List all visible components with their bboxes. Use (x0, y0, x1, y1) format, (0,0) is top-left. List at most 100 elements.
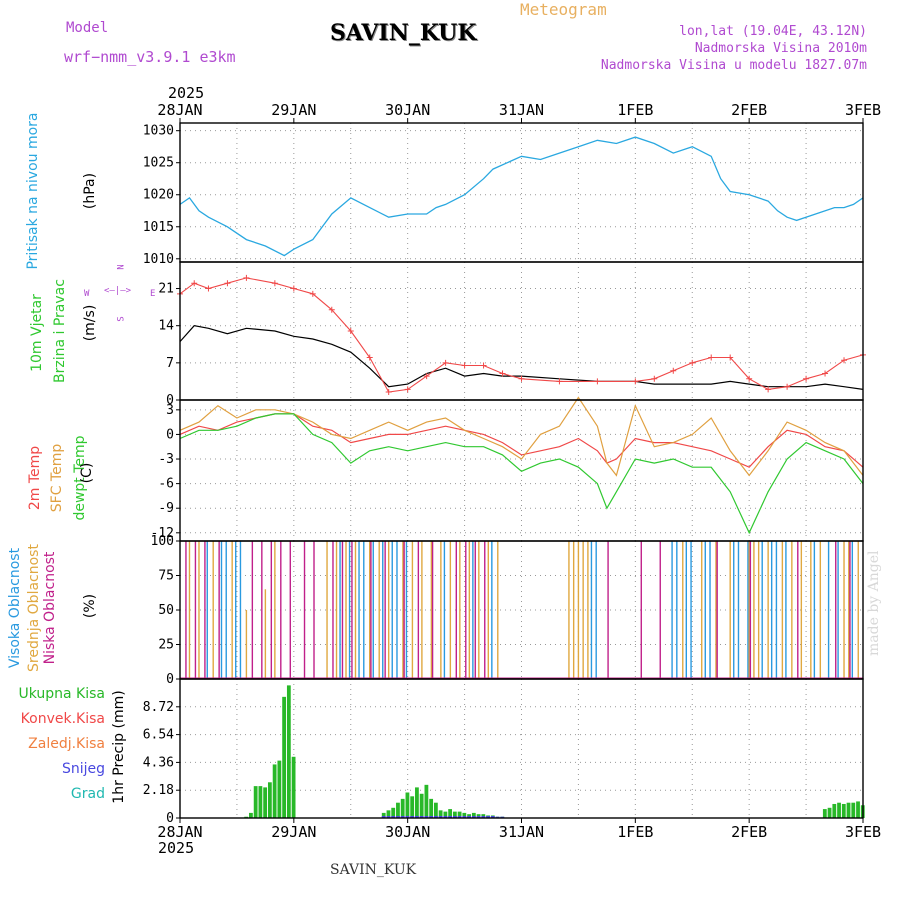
wind-gust-marker (746, 375, 753, 382)
wind-gust-marker (423, 373, 430, 380)
precip-bar (443, 811, 448, 818)
pressure-line (179, 136, 864, 257)
precip-conv-legend: Konvek.Kisa (20, 711, 105, 727)
wind-gust-marker (243, 274, 250, 281)
y-tick-label: 3 (166, 403, 174, 418)
precip-snow-bar (424, 816, 429, 818)
wind-gust-marker (404, 386, 411, 393)
time-label-top: 2FEB (731, 101, 767, 119)
wind-gust-marker (841, 357, 848, 364)
wind-gust-marker (328, 306, 335, 313)
precip-total-legend: Ukupna Kisa (18, 686, 105, 702)
precip-snow-bar (476, 816, 481, 818)
precip-frozen-legend: Zaledj.Kisa (28, 736, 105, 752)
y-tick-label: 6.54 (143, 728, 174, 743)
precip-snow-legend: Snijeg (61, 761, 105, 777)
wind-gust-marker (632, 378, 639, 385)
y-tick-label: 0 (166, 427, 174, 442)
precip-bar (405, 792, 410, 818)
y-tick-label: 21 (158, 282, 174, 297)
model-label: Model (66, 20, 109, 36)
precip-bar (291, 756, 296, 818)
temp-line-0 (179, 413, 864, 468)
y-tick-label: -9 (158, 501, 174, 516)
page-title: SAVIN_KUK (330, 20, 477, 46)
precip-bar (386, 810, 391, 818)
time-label-top: 31JAN (499, 101, 544, 119)
wind-gust-marker (689, 359, 696, 366)
precip-bar (438, 810, 443, 818)
wind-gust-marker (191, 280, 198, 287)
precip-snow-bar (400, 816, 405, 818)
wind-gust-line (179, 277, 864, 393)
wind-gust-marker (822, 370, 829, 377)
precip-bar (822, 809, 827, 818)
precip-bar (277, 760, 282, 818)
precip-snow-bar (405, 816, 410, 818)
precip-snow-bar (396, 816, 400, 818)
time-label-top: 28JAN (157, 101, 202, 119)
time-label-top: 30JAN (385, 101, 430, 119)
y-tick-label: 1010 (143, 252, 174, 267)
precip-bar (396, 802, 400, 818)
wind-gust-marker (727, 354, 734, 361)
wind-gust-marker (442, 359, 449, 366)
y-tick-label: -12 (151, 526, 174, 541)
time-label-bottom: 2FEB (731, 823, 767, 841)
precip-bar (263, 787, 268, 818)
time-label-bottom: 3FEB (845, 823, 881, 841)
precip-snow-bar (481, 816, 486, 818)
compass-west: W (84, 289, 90, 299)
temp-line-2 (179, 413, 864, 535)
precip-snow-bar (391, 816, 396, 818)
wind-gust-marker (803, 375, 810, 382)
precip-snow-bar (448, 816, 453, 818)
footer-station-name: SAVIN_KUK (330, 862, 417, 878)
precip-bar (286, 685, 291, 818)
time-label-top: 3FEB (845, 101, 881, 119)
precip-bar (851, 802, 856, 818)
precip-snow-bar (457, 816, 462, 818)
data-layer (177, 136, 866, 818)
time-label-bottom: 28JAN (157, 823, 202, 841)
grid-layer (180, 123, 863, 819)
wind-gust-marker (480, 362, 487, 369)
wind-gust-marker (461, 362, 468, 369)
y-tick-label: 25 (158, 638, 174, 653)
y-tick-label: -3 (158, 452, 174, 467)
precip-snow-bar (462, 816, 467, 818)
precip-bar (846, 802, 851, 818)
precip-snow-bar (443, 816, 448, 818)
precip-bar (381, 812, 386, 818)
y-tick-label: 4.36 (143, 755, 174, 770)
wind-gust-marker (385, 389, 392, 396)
precip-snow-bar (429, 816, 434, 818)
wind-gust-marker (670, 367, 677, 374)
model-value: wrf−nmm_v3.9.1 e3km (64, 48, 236, 66)
precip-bar (832, 803, 837, 818)
wind-gust-marker (518, 375, 525, 382)
precip-snow-bar (386, 816, 391, 818)
y-tick-label: 2.18 (143, 783, 174, 798)
precip-bar (253, 786, 258, 818)
y-tick-label: 75 (158, 569, 174, 584)
wind-gust-marker (765, 386, 772, 393)
year-label-top: 2025 (168, 84, 204, 102)
wind-gust-marker (205, 285, 212, 292)
y-tick-label: 1015 (143, 220, 174, 235)
precip-bar (267, 782, 272, 818)
compass-rose: N W <—|—> E S (84, 262, 155, 332)
y-tick-label: 1025 (143, 156, 174, 171)
time-label-top: 29JAN (271, 101, 316, 119)
precip-bar (415, 787, 419, 818)
precip-snow-bar (452, 816, 457, 818)
precip-snow-bar (410, 816, 415, 818)
precip-snow-bar (419, 816, 424, 818)
frame-layer (176, 118, 864, 823)
y-tick-label: 1020 (143, 188, 174, 203)
wind-gust-marker (366, 354, 373, 361)
tick-label-layer: 10101015102010251030071421-12-9-6-303025… (143, 84, 881, 857)
wind-gust-marker (347, 328, 354, 334)
precip-bar (429, 798, 434, 818)
time-label-bottom: 31JAN (499, 823, 544, 841)
